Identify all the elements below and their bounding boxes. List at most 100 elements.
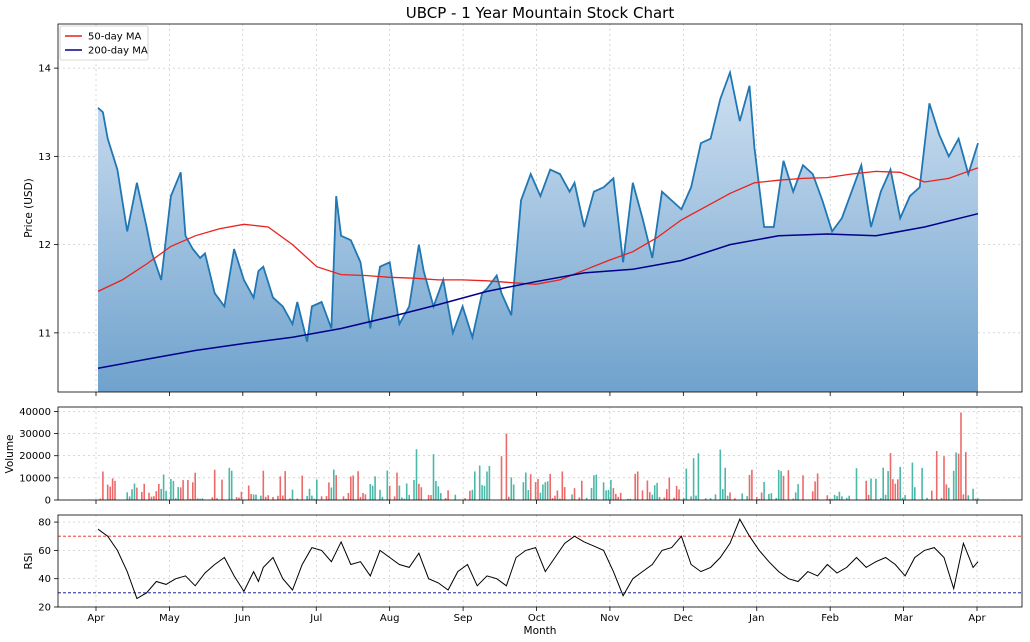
x-axis-ticks: Apr May Jun Jul Aug Sep Oct Nov Dec Jan Feb Mar Apr xyxy=(87,392,987,624)
volume-bar xyxy=(235,497,238,500)
volume-bar xyxy=(581,480,583,500)
volume-bar xyxy=(160,488,162,500)
volume-bar xyxy=(136,487,138,500)
volume-bar xyxy=(374,476,376,500)
volume-bar xyxy=(133,483,136,500)
volume-bar xyxy=(216,498,218,500)
volume-bar xyxy=(284,471,286,500)
y-tick-label: 30000 xyxy=(19,429,51,440)
volume-bar xyxy=(364,494,367,500)
volume-bar xyxy=(444,498,447,500)
x-tick-label: May xyxy=(159,613,180,624)
volume-bar xyxy=(746,496,748,500)
volume-bar xyxy=(447,490,449,500)
chart-title: UBCP - 1 Year Mountain Stock Chart xyxy=(406,4,675,22)
volume-bar xyxy=(454,494,457,500)
volume-frame xyxy=(57,406,1023,501)
ma200-line xyxy=(97,212,979,369)
volume-bar xyxy=(605,490,607,500)
volume-bar xyxy=(175,498,177,500)
volume-bar xyxy=(488,465,491,500)
legend-ma50-label: 50-day MA xyxy=(88,32,142,43)
volume-bar xyxy=(629,498,632,500)
volume-bar xyxy=(347,493,350,500)
volume-bar xyxy=(320,496,323,500)
y-tick-label: 14 xyxy=(38,64,51,75)
volume-bar xyxy=(556,490,559,500)
volume-bar xyxy=(279,476,282,500)
volume-bar xyxy=(182,480,184,500)
volume-bar xyxy=(386,470,389,500)
volume-bar xyxy=(464,498,466,500)
volume-bar xyxy=(471,489,474,500)
volume-bar xyxy=(962,494,965,500)
volume-bar xyxy=(685,468,688,500)
volume-bar xyxy=(760,492,763,500)
volume-bar xyxy=(787,470,790,500)
volume-bar xyxy=(148,492,150,500)
volume-bar xyxy=(264,496,267,500)
volume-bar xyxy=(141,491,143,500)
volume-bar xyxy=(350,476,352,500)
volume-bar xyxy=(775,498,777,500)
volume-bar xyxy=(335,475,337,500)
volume-bar xyxy=(935,451,938,500)
volume-bar xyxy=(542,484,544,500)
volume-bar xyxy=(656,482,658,500)
volume-bar xyxy=(695,495,697,500)
volume-bar xyxy=(483,485,486,500)
volume-bar xyxy=(544,482,547,500)
volume-bar xyxy=(189,498,192,500)
volume-bar xyxy=(228,467,231,500)
volume-bar xyxy=(537,478,539,500)
volume-bar xyxy=(106,484,109,500)
y-tick-label: 40000 xyxy=(19,407,51,418)
volume-bar xyxy=(187,480,189,500)
volume-bar xyxy=(899,466,901,500)
volume-bars xyxy=(99,412,979,500)
volume-bar xyxy=(615,493,617,500)
volume-bar xyxy=(758,498,760,500)
volume-bar xyxy=(512,484,515,500)
volume-bar xyxy=(911,462,914,500)
volume-bar xyxy=(554,495,556,500)
volume-bar xyxy=(474,471,476,500)
volume-bar xyxy=(418,483,420,500)
volume-bar xyxy=(816,473,819,500)
volume-bar xyxy=(977,498,979,500)
volume-bar xyxy=(811,491,814,500)
y-tick-label: 80 xyxy=(38,518,51,529)
volume-bar xyxy=(99,498,102,500)
volume-bar xyxy=(768,493,770,500)
volume-bar xyxy=(272,497,274,500)
volume-bar xyxy=(508,496,510,500)
volume-bar xyxy=(277,495,279,500)
volume-bar xyxy=(875,478,877,500)
volume-bar xyxy=(867,494,870,500)
volume-bar xyxy=(539,492,542,500)
volume-bar xyxy=(486,471,488,500)
volume-bar xyxy=(617,496,619,500)
volume-bar xyxy=(213,469,216,500)
volume-bar xyxy=(651,494,654,500)
volume-bar xyxy=(308,488,311,500)
volume-bar xyxy=(578,497,581,500)
volume-bar xyxy=(435,480,437,500)
volume-bar xyxy=(408,494,410,500)
volume-bar xyxy=(291,489,294,500)
volume-bar xyxy=(440,493,442,500)
volume-bar xyxy=(855,468,858,500)
volume-bar xyxy=(403,498,406,500)
volume-bar xyxy=(328,482,330,500)
volume-bar xyxy=(481,485,483,500)
volume-bar xyxy=(432,454,435,500)
volume-bar xyxy=(870,478,872,500)
x-tick-label: Aug xyxy=(380,613,400,624)
volume-bar xyxy=(926,497,928,500)
volume-bar xyxy=(199,498,201,500)
volume-bar xyxy=(510,477,513,500)
volume-bar xyxy=(388,485,391,500)
volume-bar xyxy=(393,496,396,500)
y-tick-label: 10000 xyxy=(19,473,51,484)
